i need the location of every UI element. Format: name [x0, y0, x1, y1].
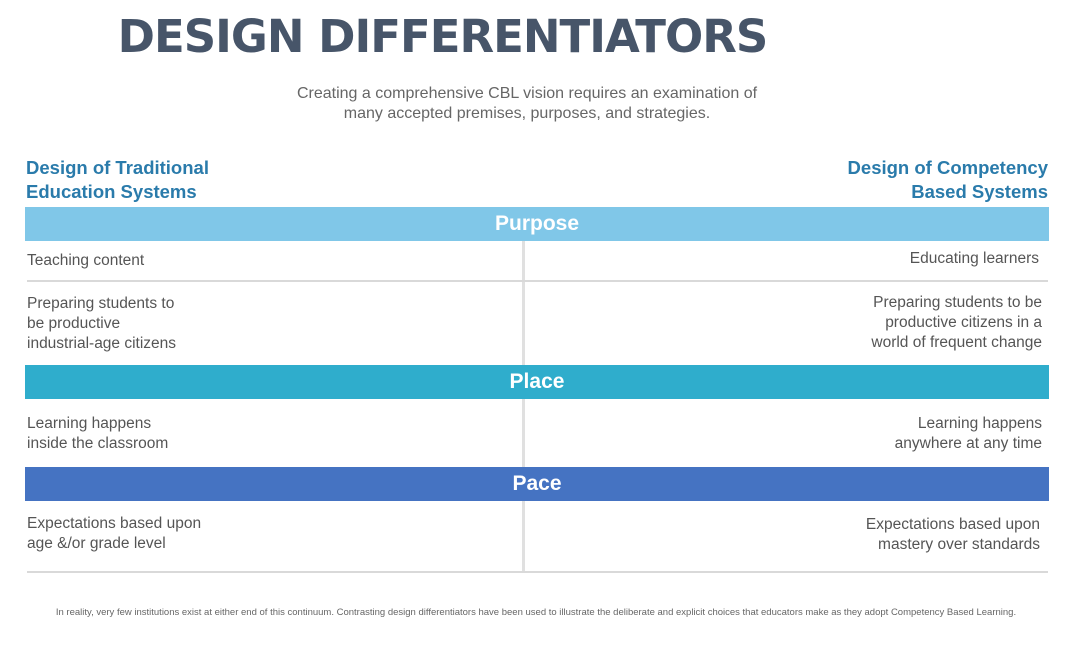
pace-row1-competency: Expectations based upon mastery over sta…	[865, 516, 1040, 553]
purpose-column-divider	[522, 241, 525, 365]
purpose-row2-competency: Preparing students to be productive citi…	[871, 294, 1042, 351]
place-heading: Place	[509, 370, 565, 393]
pace-row1-traditional: Expectations based upon age &/or grade l…	[27, 515, 202, 552]
purpose-heading: Purpose	[494, 212, 580, 235]
purpose-row1-competency: Educating learners	[909, 250, 1039, 267]
pace-heading: Pace	[512, 472, 562, 495]
place-row1-traditional: Learning happens inside the classroom	[27, 415, 169, 452]
pace-band: Pace	[25, 467, 1049, 501]
purpose-row1-traditional: Teaching content	[27, 252, 145, 269]
place-row1-competency: Learning happens anywhere at any time	[894, 415, 1042, 452]
pace-column-divider	[522, 501, 525, 571]
purpose-row2-traditional: Preparing students to be productive indu…	[27, 295, 177, 352]
purpose-band: Purpose	[25, 207, 1049, 241]
traditional-column-heading: Design of Traditional Education Systems	[26, 157, 209, 202]
place-band: Place	[25, 365, 1049, 399]
row-divider	[27, 280, 1048, 282]
page-subtitle: Creating a comprehensive CBL vision requ…	[296, 85, 758, 122]
competency-column-heading: Design of Competency Based Systems	[847, 157, 1048, 202]
place-column-divider	[522, 399, 525, 467]
footnote: In reality, very few institutions exist …	[55, 607, 1017, 618]
page-title: DESIGN DIFFERENTIATORS	[117, 10, 769, 63]
table-bottom-divider	[27, 571, 1048, 573]
